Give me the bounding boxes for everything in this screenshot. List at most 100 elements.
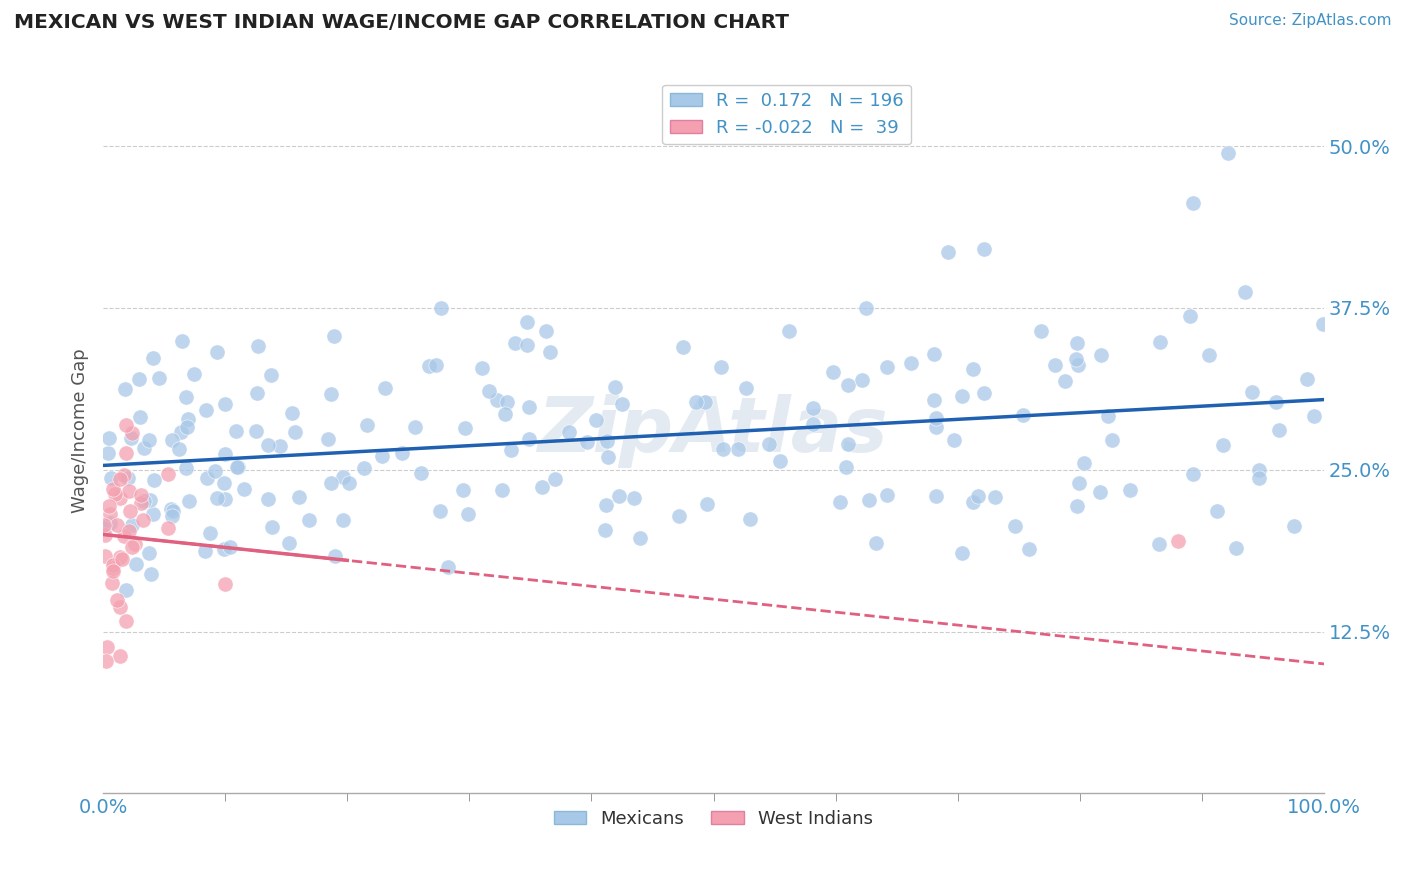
Point [391,446,413,460]
Point [132,494,155,508]
Point [121,518,143,533]
Point [96,654,118,668]
Point [1216,145,1239,160]
Point [425,358,447,372]
Point [112,529,135,543]
Point [195,471,218,485]
Point [821,365,844,379]
Point [1073,456,1095,470]
Point [162,434,184,448]
Point [101,561,124,575]
Point [1234,285,1257,299]
Point [332,469,354,483]
Point [491,483,513,497]
Legend: Mexicans, West Indians: Mexicans, West Indians [547,803,880,835]
Point [98,507,121,521]
Point [1240,385,1263,400]
Point [801,401,824,416]
Point [544,472,567,486]
Point [177,494,200,508]
Point [1264,395,1286,409]
Point [142,351,165,366]
Point [111,551,134,566]
Point [120,431,142,445]
Point [115,583,138,598]
Point [214,491,236,506]
Point [925,419,948,434]
Point [98,516,121,530]
Point [1247,471,1270,485]
Point [371,449,394,463]
Point [1101,433,1123,447]
Point [323,329,346,343]
Point [922,347,945,361]
Point [148,371,170,385]
Point [194,544,217,558]
Point [125,557,148,571]
Point [162,504,184,518]
Point [503,336,526,351]
Point [228,459,250,474]
Point [214,397,236,411]
Point [1206,504,1229,518]
Point [471,361,494,376]
Point [865,536,887,550]
Point [321,475,343,490]
Point [585,413,607,427]
Point [356,417,378,432]
Point [453,421,475,435]
Point [429,504,451,518]
Point [858,493,880,508]
Text: Source: ZipAtlas.com: Source: ZipAtlas.com [1229,13,1392,29]
Point [118,483,141,498]
Point [1166,533,1188,548]
Point [298,513,321,527]
Point [1018,541,1040,556]
Point [758,436,780,450]
Point [478,384,501,399]
Point [205,344,228,359]
Point [693,394,716,409]
Point [114,383,136,397]
Point [105,518,128,533]
Point [437,560,460,574]
Point [598,450,620,464]
Point [142,508,165,522]
Point [167,442,190,456]
Point [156,467,179,481]
Point [558,425,581,440]
Point [1149,335,1171,350]
Point [94,528,117,542]
Point [1212,438,1234,452]
Point [96,640,118,654]
Point [943,434,966,448]
Point [101,482,124,496]
Point [257,491,280,506]
Point [1198,348,1220,362]
Point [176,420,198,434]
Point [174,390,197,404]
Point [128,372,150,386]
Point [501,442,523,457]
Point [260,519,283,533]
Point [103,558,125,572]
Point [129,410,152,425]
Point [233,482,256,496]
Point [1302,409,1324,424]
Point [183,368,205,382]
Point [337,476,360,491]
Point [1181,196,1204,211]
Point [115,615,138,629]
Point [246,386,269,401]
Point [1247,463,1270,477]
Point [280,406,302,420]
Point [900,356,922,370]
Point [162,508,184,523]
Point [685,394,707,409]
Point [1119,483,1142,497]
Point [696,497,718,511]
Point [607,489,630,503]
Point [925,411,948,425]
Point [851,373,873,387]
Y-axis label: Wage/Income Gap: Wage/Income Gap [72,349,89,513]
